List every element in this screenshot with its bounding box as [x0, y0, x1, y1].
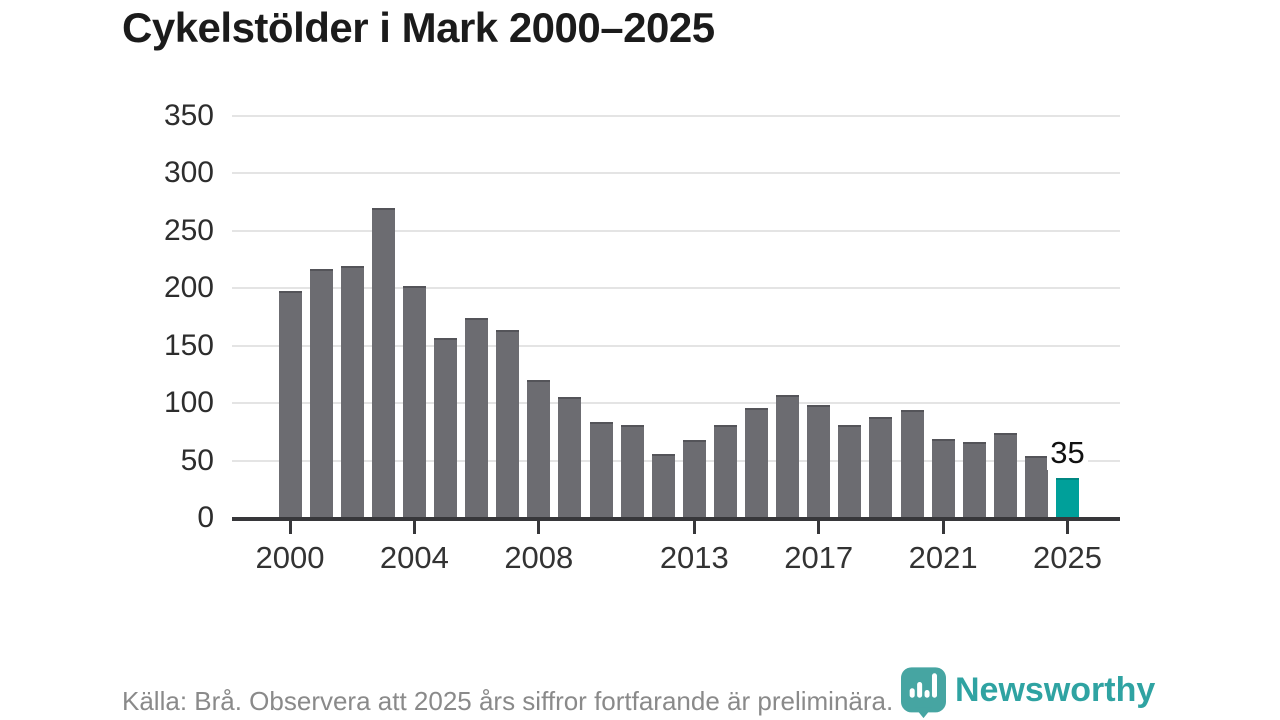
bar-2021: [931, 438, 955, 518]
newsworthy-logo-text: Newsworthy: [955, 671, 1156, 709]
gridline-y-150: [232, 344, 1120, 347]
y-axis-label: 150: [163, 328, 214, 362]
x-axis-label: 2008: [504, 540, 574, 575]
y-axis-label: 50: [180, 443, 214, 477]
bar-2010: [589, 421, 613, 518]
y-axis-label: 350: [163, 99, 214, 132]
x-axis-line: [232, 517, 1120, 521]
x-axis-label: 2021: [908, 540, 978, 575]
bar-2003: [371, 207, 395, 518]
bar-2014: [713, 424, 737, 518]
bar-2016: [776, 395, 800, 518]
x-tick-2017: [817, 521, 821, 534]
bar-2000: [278, 290, 302, 518]
bar-2017: [807, 405, 831, 518]
bar-2007: [496, 329, 520, 518]
x-axis-label: 2013: [659, 540, 729, 575]
bar-2020: [900, 410, 924, 518]
bar-2006: [465, 318, 489, 518]
bar-2002: [340, 266, 364, 518]
bar-2019: [869, 416, 893, 518]
bar-2004: [402, 285, 426, 518]
bar-2024: [1024, 455, 1048, 518]
gridline-y-100: [232, 402, 1120, 405]
x-tick-2021: [941, 521, 945, 534]
bar-2015: [745, 407, 768, 518]
x-axis-label: 2017: [784, 540, 854, 575]
gridline-y-300: [232, 172, 1120, 175]
x-axis-label: 2000: [255, 540, 325, 575]
logo-bar-icon: [931, 673, 937, 698]
bar-2009: [558, 397, 582, 518]
chart-title: Cykelstölder i Mark 2000–2025: [122, 4, 715, 51]
bar-2008: [527, 380, 551, 518]
x-axis-label: 2004: [379, 540, 449, 575]
y-axis-label: 250: [163, 213, 214, 247]
x-tick-2025: [1066, 521, 1069, 534]
bar-value-label: 35: [1028, 434, 1108, 470]
y-axis-label: 300: [163, 156, 214, 190]
gridline-y-350: [232, 115, 1120, 117]
bar-2011: [620, 424, 644, 518]
bar-2012: [651, 453, 675, 518]
newsworthy-logo-icon: [901, 667, 946, 719]
bar-2005: [434, 337, 457, 518]
logo-bar-icon: [917, 682, 923, 698]
x-tick-2013: [692, 521, 696, 534]
source-note: Källa: Brå. Observera att 2025 års siffr…: [122, 686, 894, 716]
bar-value-label-text: 35: [1047, 434, 1088, 470]
x-tick-2008: [537, 521, 541, 534]
bar-2025: [1056, 477, 1079, 518]
bar-2013: [682, 439, 706, 518]
logo-bar-icon: [909, 688, 915, 698]
bar-2022: [962, 442, 986, 518]
logo-bar-icon: [924, 689, 930, 698]
y-axis-label: 200: [163, 271, 214, 305]
x-axis-label: 2025: [1033, 540, 1102, 575]
newsworthy-logo: Newsworthy: [901, 667, 1155, 719]
gridline-y-250: [232, 229, 1120, 232]
x-tick-2000: [288, 521, 292, 534]
gridline-y-50: [232, 459, 1120, 462]
y-axis-label: 0: [197, 501, 214, 534]
bar-2001: [309, 268, 333, 518]
gridline-y-200: [232, 287, 1120, 290]
y-axis-label: 100: [163, 386, 214, 420]
x-tick-2004: [412, 521, 416, 534]
bar-2018: [838, 424, 862, 518]
bar-2023: [993, 433, 1017, 518]
